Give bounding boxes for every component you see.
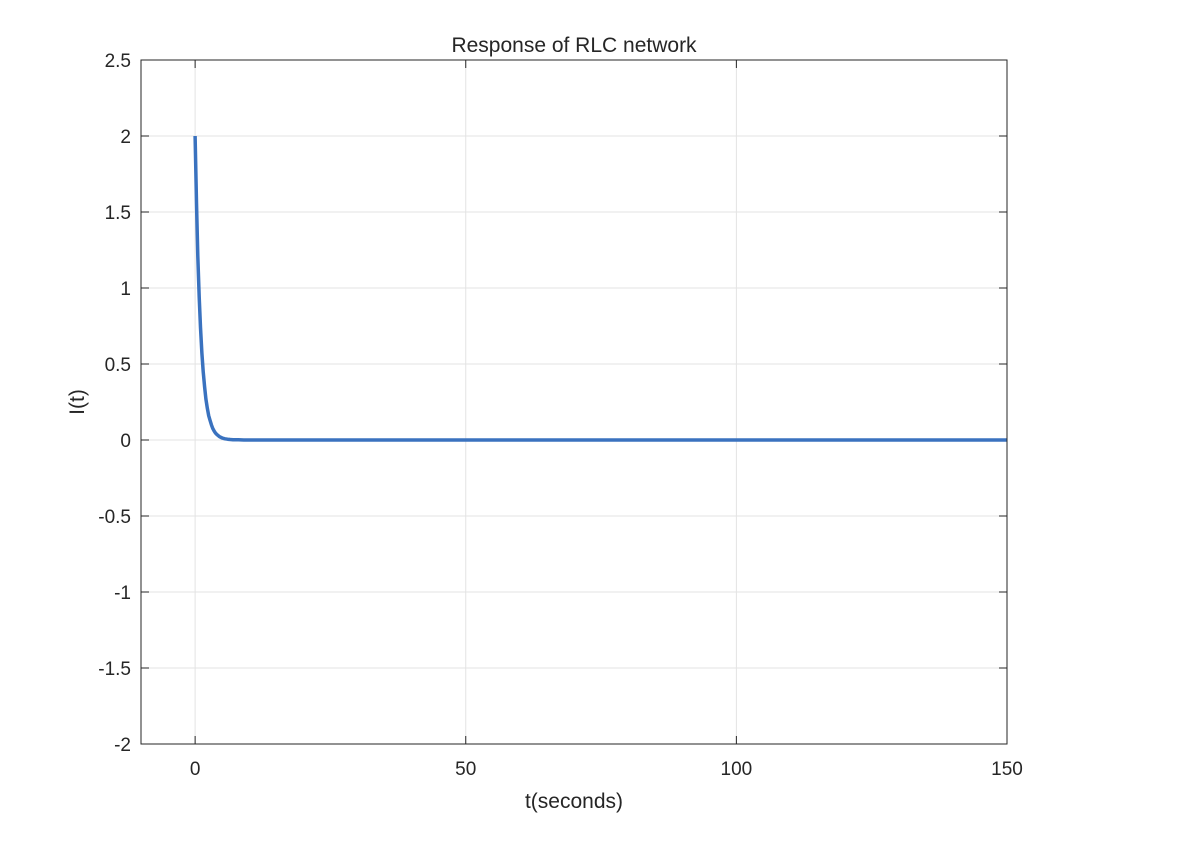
x-tick-labels: 0 50 100 150 bbox=[190, 759, 1023, 780]
y-axis-label: I(t) bbox=[66, 389, 89, 415]
y-tick-label: 0 bbox=[120, 431, 131, 452]
y-tick-label: -1.5 bbox=[98, 659, 131, 680]
x-tick-label: 50 bbox=[455, 759, 476, 780]
y-tick-label: -0.5 bbox=[98, 507, 131, 528]
x-tick-label: 0 bbox=[190, 759, 201, 780]
y-tick-label: -2 bbox=[114, 735, 131, 756]
y-tick-labels: -2 -1.5 -1 -0.5 0 0.5 1 1.5 2 2.5 bbox=[98, 51, 131, 756]
plot-area bbox=[141, 60, 1007, 744]
x-axis-label: t(seconds) bbox=[525, 790, 623, 813]
chart-title: Response of RLC network bbox=[451, 34, 697, 57]
y-tick-label: 1.5 bbox=[105, 203, 131, 224]
y-tick-label: 1 bbox=[120, 279, 131, 300]
y-tick-label: -1 bbox=[114, 583, 131, 604]
y-tick-label: 2 bbox=[120, 127, 131, 148]
series-group bbox=[193, 135, 1007, 442]
x-tick-label: 150 bbox=[991, 759, 1023, 780]
axes-box bbox=[140, 59, 1008, 745]
y-tick-label: 0.5 bbox=[105, 355, 131, 376]
y-tick-label: 2.5 bbox=[105, 51, 131, 72]
x-tick-label: 100 bbox=[721, 759, 753, 780]
series-line bbox=[193, 135, 1007, 442]
